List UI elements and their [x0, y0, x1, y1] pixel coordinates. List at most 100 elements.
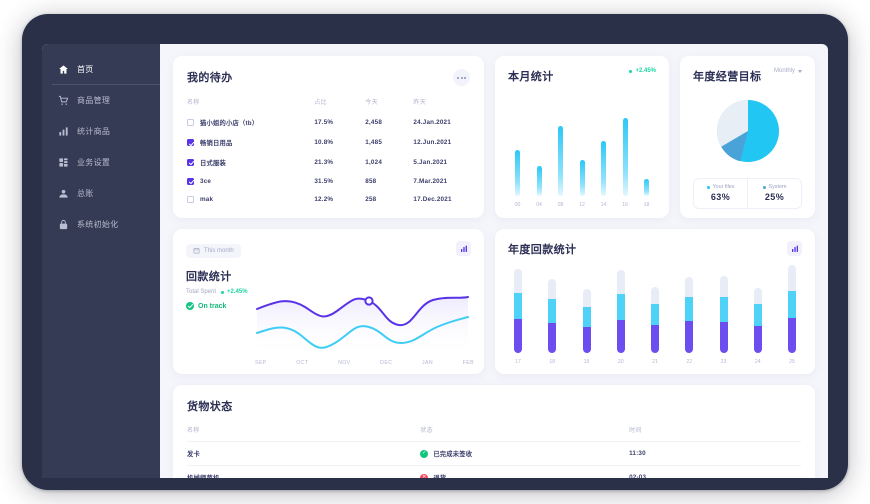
column-header-ratio: 占比	[314, 100, 327, 106]
axis-tick-label: SEP	[255, 360, 267, 367]
user-icon	[58, 188, 69, 199]
sidebar-item-statistics[interactable]: 统计商品	[42, 116, 160, 147]
row-yesterday: 7.Mar.2021	[413, 177, 448, 185]
axis-tick-label: DEC	[380, 360, 393, 367]
sidebar-item-home[interactable]: 首页	[42, 54, 160, 85]
legend-item: Your files 63%	[694, 179, 747, 208]
sidebar: 首页 商品管理 统计商品 业务设置	[42, 44, 160, 478]
laptop-frame: 首页 商品管理 统计商品 业务设置	[22, 14, 848, 490]
stacked-bar-column[interactable]: 19	[582, 289, 591, 365]
row-name: 猫小姐的小店（tb）	[200, 120, 259, 128]
table-row[interactable]: 机械师苹机 ✕ 退货 02-03	[187, 465, 801, 478]
stacked-bar-column[interactable]: 17	[514, 269, 522, 365]
row-checkbox[interactable]	[187, 119, 194, 127]
more-dots-icon[interactable]	[453, 69, 470, 86]
stacked-bar-column[interactable]: 24	[753, 288, 762, 366]
page-title: 我的待办	[187, 72, 233, 84]
row-name: 畅销日用品	[200, 140, 233, 148]
sidebar-item-product-management[interactable]: 商品管理	[42, 85, 160, 116]
row-yesterday: 5.Jan.2021	[413, 158, 448, 166]
bar-label: 00	[514, 202, 521, 209]
bar-label: 21	[652, 359, 658, 366]
sidebar-item-label: 统计商品	[77, 127, 111, 136]
status-badge: +2.45%	[629, 68, 656, 74]
bar-column[interactable]: 14	[597, 141, 610, 208]
column-header-name: 名称	[187, 428, 200, 435]
row-name: 日式服装	[200, 159, 226, 167]
bar-column[interactable]: 00	[511, 150, 524, 208]
row-today: 1,485	[365, 139, 383, 147]
bar-chart-icon[interactable]	[787, 241, 802, 257]
legend-value: 63%	[710, 192, 731, 203]
row-checkbox[interactable]	[187, 158, 194, 166]
legend-label: System	[768, 184, 787, 191]
payback-line-chart	[256, 296, 469, 358]
dashboard-row-middle: This month 回款统计 Total Spent +2.45% On tr…	[173, 229, 815, 375]
stacked-bar-column[interactable]: 18	[548, 279, 557, 365]
goods-name: 机械师苹机	[187, 465, 421, 478]
stacked-bar-column[interactable]: 21	[651, 287, 659, 365]
annual-payback-card: 年度回款统计 17 18 19 20 21 22 23 24	[495, 229, 815, 375]
bar-column[interactable]: 12	[576, 160, 589, 208]
bar-label: 14	[600, 202, 607, 209]
table-row[interactable]: 猫小姐的小店（tb） 17.5% 2,458 24.Jan.2021	[187, 113, 470, 133]
calendar-icon	[193, 247, 200, 254]
axis-tick-label: NOV	[338, 360, 351, 367]
status-dot-icon	[629, 69, 633, 73]
column-header-today: 今天	[365, 100, 378, 106]
row-checkbox[interactable]	[187, 177, 194, 185]
line-chart-x-axis: SEP OCT NOV DEC JAN FEB	[255, 360, 474, 366]
row-today: 1,024	[365, 158, 383, 166]
cart-icon	[58, 95, 69, 106]
bar-column[interactable]: 18	[640, 179, 653, 208]
goods-status: 退货	[433, 473, 446, 478]
bar-chart-icon[interactable]	[456, 241, 471, 257]
legend-swatch-icon	[762, 185, 766, 189]
stacked-bar-column[interactable]: 20	[616, 270, 625, 365]
goods-time: 02-03	[629, 465, 801, 478]
table-row[interactable]: mak 12.2% 258 17.Dec.2021	[187, 190, 470, 208]
bar-chart-icon	[58, 126, 69, 137]
pie-chart-svg	[716, 99, 779, 162]
bar-column[interactable]: 08	[554, 126, 567, 208]
bar-label: 18	[643, 202, 650, 209]
this-month-chip[interactable]: This month	[186, 243, 241, 258]
row-checkbox[interactable]	[187, 139, 194, 147]
status-badge: On track	[186, 302, 471, 311]
legend-value: 25%	[764, 192, 785, 203]
bar-column[interactable]: 04	[533, 166, 546, 208]
sidebar-item-ledger[interactable]: 总账	[42, 178, 160, 209]
lock-icon	[58, 219, 69, 230]
stacked-bar-column[interactable]: 22	[685, 277, 694, 365]
stacked-bar-column[interactable]: 23	[719, 276, 728, 365]
bar-label: 12	[579, 202, 585, 209]
dashboard-row-top: 我的待办 名称 占比 今天 昨天	[173, 56, 815, 219]
todo-table: 名称 占比 今天 昨天 猫小姐的小店（tb） 17.5% 2,458	[187, 97, 470, 208]
goods-status: 已完成未签收	[433, 451, 473, 459]
todo-card: 我的待办 名称 占比 今天 昨天	[173, 56, 484, 219]
table-row[interactable]: 3ce 31.5% 858 7.Mar.2021	[187, 172, 470, 190]
goods-status-card: 货物状态 名称 状态 时间 发卡 ✓ 已完成未签收 11:30	[173, 385, 815, 478]
row-name: 3ce	[200, 177, 212, 185]
sidebar-item-label: 首页	[77, 65, 94, 74]
column-header-time: 时间	[629, 428, 642, 435]
sidebar-item-label: 业务设置	[77, 158, 111, 167]
table-row[interactable]: 畅销日用品 10.8% 1,485 12.Jun.2021	[187, 133, 470, 153]
axis-tick-label: JAN	[421, 360, 433, 367]
period-dropdown-label: Monthly	[773, 68, 795, 74]
row-checkbox[interactable]	[187, 195, 194, 203]
sidebar-item-system-init[interactable]: 系统初始化	[42, 209, 160, 240]
table-row[interactable]: 日式服装 21.3% 1,024 5.Jan.2021	[187, 153, 470, 173]
status-badge-label: On track	[198, 302, 227, 310]
stacked-bar-column[interactable]: 25	[788, 265, 796, 365]
bar-label: 24	[754, 359, 761, 366]
row-today: 2,458	[365, 119, 383, 127]
table-row[interactable]: 发卡 ✓ 已完成未签收 11:30	[187, 441, 801, 466]
period-dropdown[interactable]: Monthly	[774, 68, 802, 74]
axis-tick-label: OCT	[296, 360, 309, 367]
row-ratio: 21.3%	[314, 158, 334, 166]
sidebar-item-business-settings[interactable]: 业务设置	[42, 147, 160, 178]
bar-column[interactable]: 16	[619, 118, 632, 208]
goods-name: 发卡	[187, 441, 421, 466]
pie-legend: Your files 63% System 25%	[693, 178, 802, 210]
